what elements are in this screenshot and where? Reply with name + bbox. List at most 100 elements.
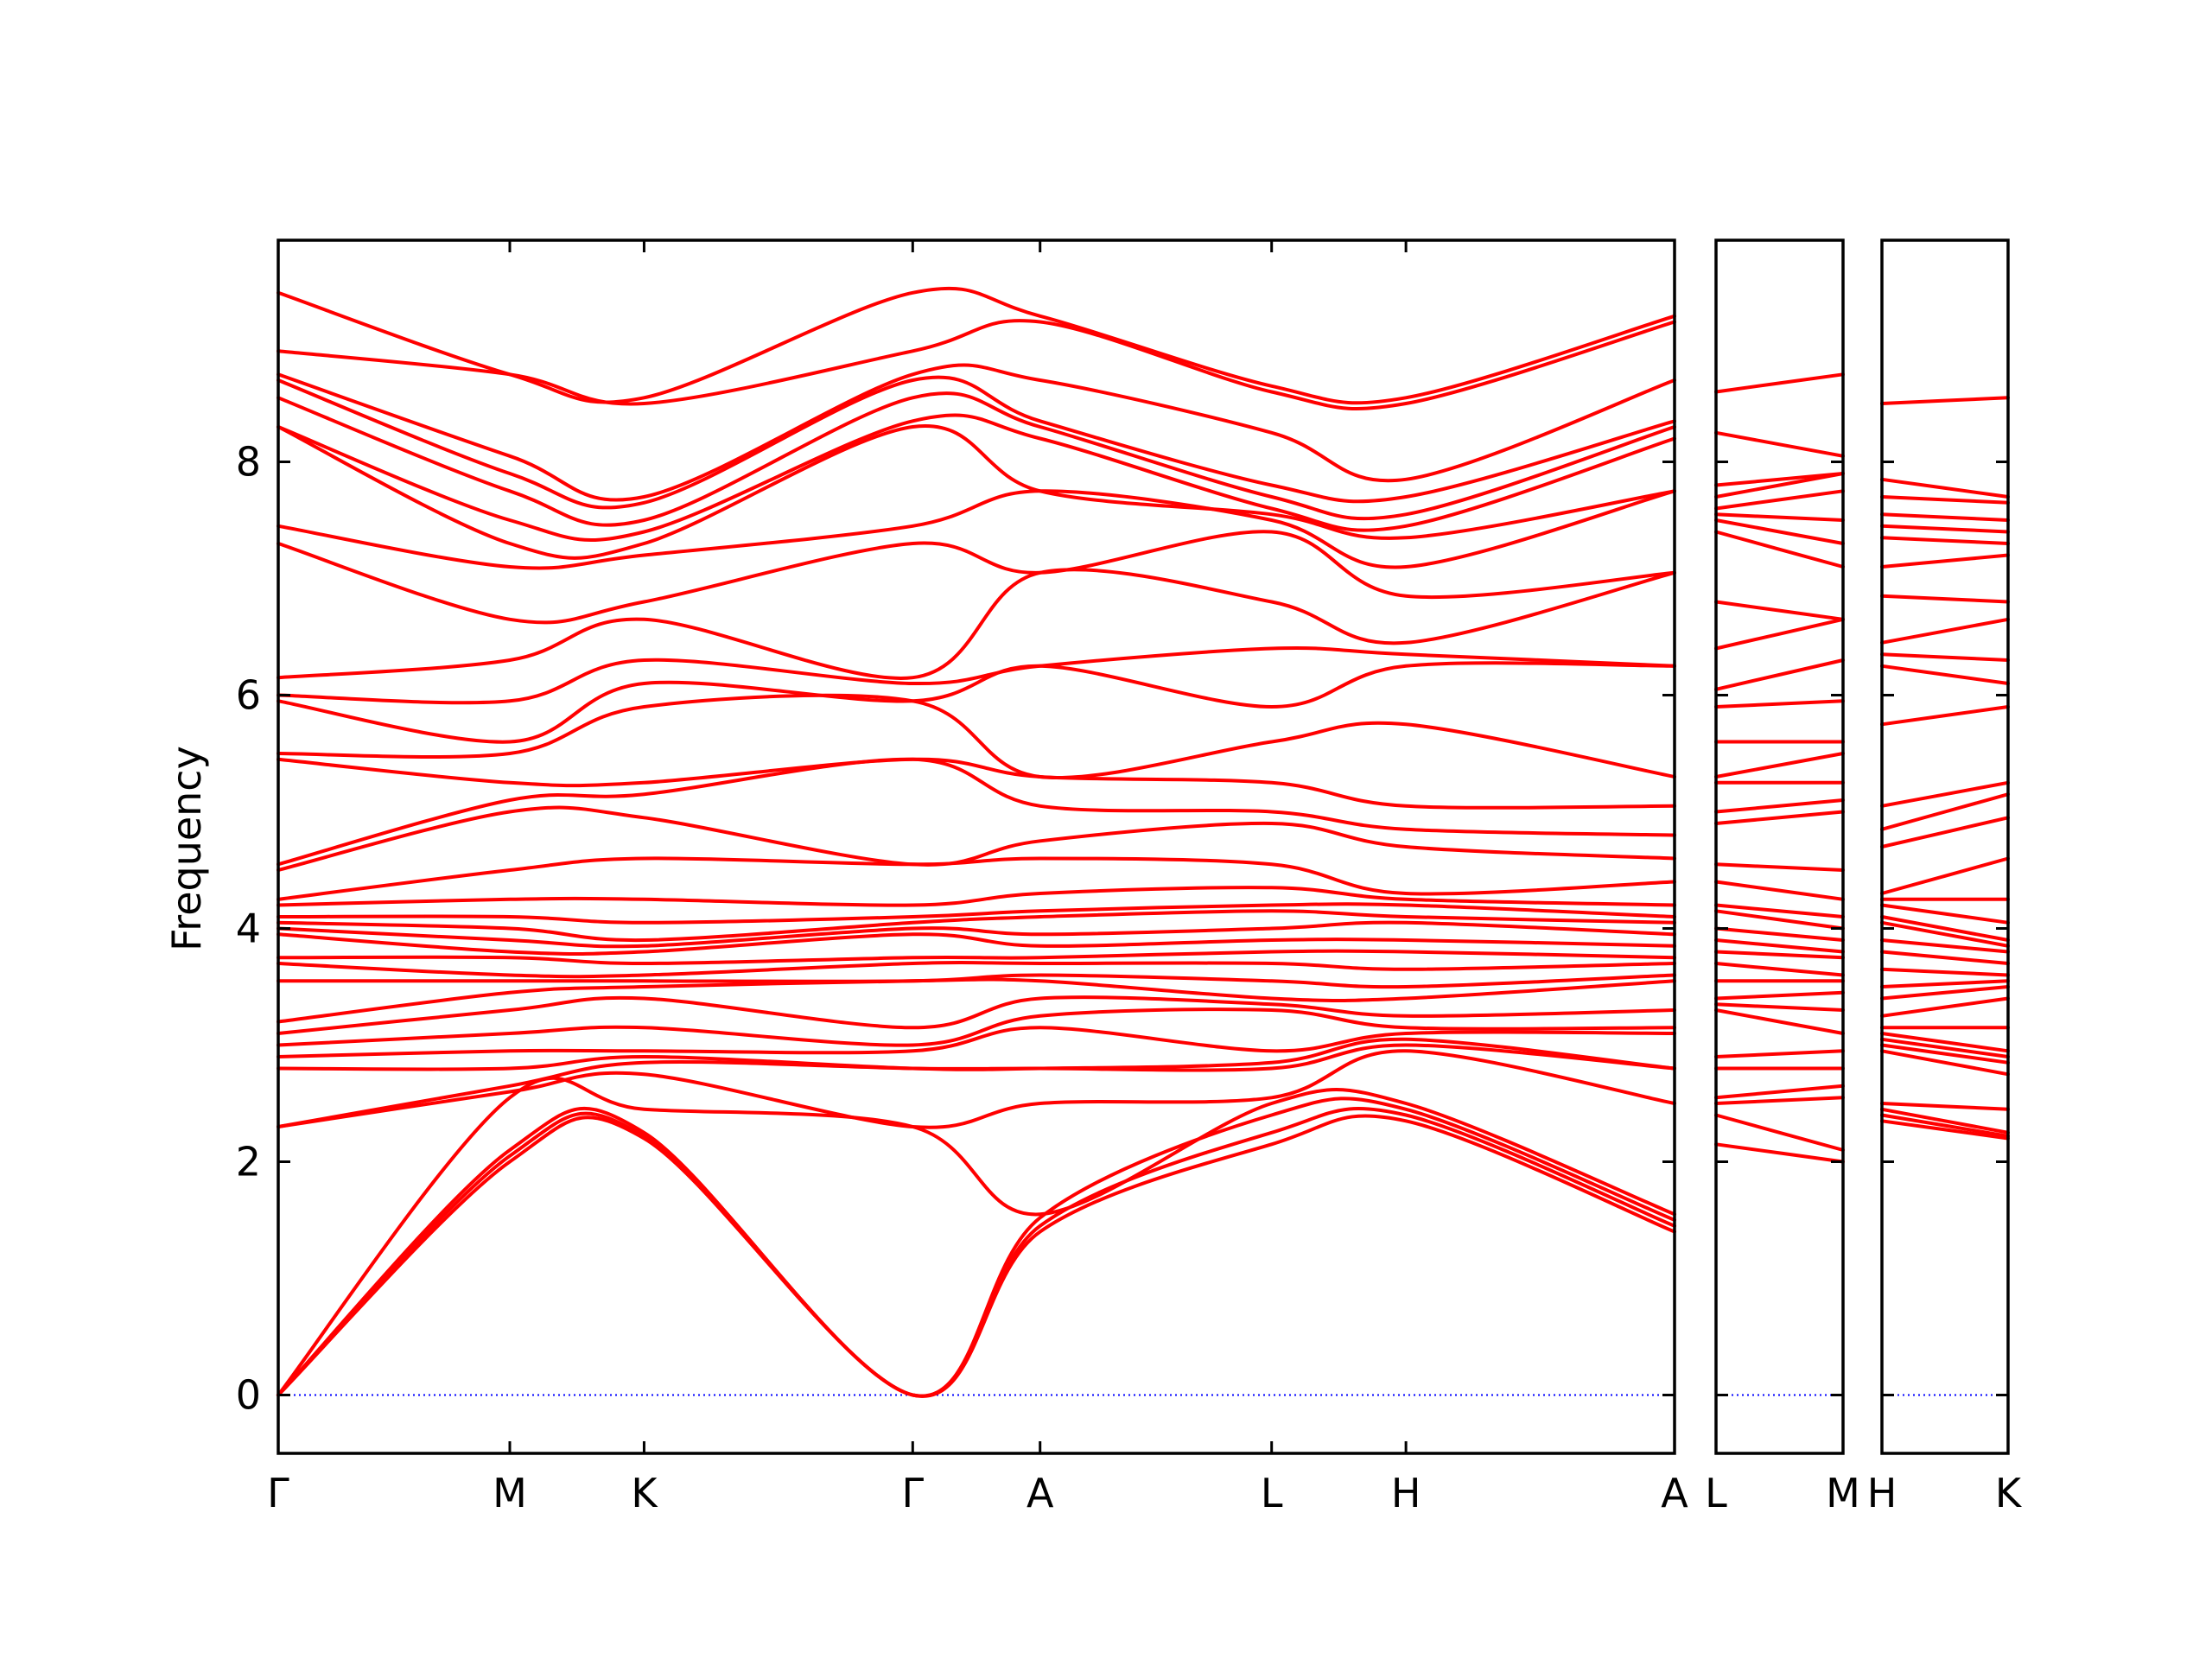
band-line: [1880, 979, 2010, 988]
band-line: [1714, 862, 1845, 872]
band-line: [1880, 950, 2010, 965]
band-line: [276, 920, 1676, 949]
band-line: [1880, 536, 2010, 545]
band-line: [1714, 1096, 1845, 1105]
panel-frame: [1880, 238, 2010, 1455]
band-line: [1714, 617, 1845, 651]
band-line: [1880, 920, 2010, 948]
band-line: [276, 1096, 1676, 1398]
band-line: [1714, 1049, 1845, 1058]
band-line: [1714, 1002, 1845, 1012]
y-tick-label: 0: [236, 1372, 261, 1419]
band-line: [276, 1076, 1676, 1397]
band-line: [276, 1007, 1676, 1047]
band-line: [1880, 553, 2010, 569]
x-tick-label: H: [1867, 1470, 1897, 1516]
band-line: [1714, 909, 1845, 931]
y-axis-label: Frequency: [163, 746, 210, 951]
band-line: [1880, 780, 2010, 808]
band-line: [276, 757, 1676, 867]
band-line: [1880, 594, 2010, 604]
y-tick-label: 2: [236, 1139, 261, 1185]
band-line: [1880, 792, 2010, 831]
band-line: [1880, 967, 2010, 977]
x-tick-label: A: [1027, 1470, 1054, 1516]
band-line: [276, 973, 1676, 989]
band-line: [276, 661, 1676, 744]
band-line: [276, 391, 1676, 527]
band-line: [1714, 798, 1845, 814]
band-line: [276, 856, 1676, 901]
band-line: [1714, 600, 1845, 621]
band-line: [276, 902, 1676, 925]
band-line: [276, 932, 1676, 957]
band-line: [1714, 1084, 1845, 1100]
band-line: [1714, 489, 1845, 511]
band-line: [1714, 990, 1845, 1001]
band-line: [1880, 664, 2010, 685]
band-line: [1880, 1032, 2010, 1053]
band-line: [1880, 985, 2010, 1001]
band-line: [1714, 1008, 1845, 1035]
band-line: [1880, 938, 2010, 954]
band-line: [1880, 396, 2010, 405]
band-line: [1714, 962, 1845, 977]
band-line: [276, 949, 1676, 965]
band-line: [1880, 856, 2010, 895]
band-line: [1880, 495, 2010, 505]
band-line: [276, 413, 1676, 542]
y-tick-label: 6: [236, 672, 261, 719]
band-line: [276, 805, 1676, 872]
band-line: [1714, 512, 1845, 522]
y-tick-label: 8: [236, 439, 261, 486]
band-line: [276, 363, 1676, 502]
band-line: [276, 530, 1676, 625]
x-tick-label: M: [1826, 1470, 1860, 1516]
band-line: [1880, 524, 2010, 534]
x-tick-label: M: [493, 1470, 527, 1516]
band-line: [276, 995, 1676, 1035]
band-line: [276, 1026, 1676, 1058]
band-line: [1714, 658, 1845, 691]
band-line: [276, 886, 1676, 907]
band-line: [1714, 810, 1845, 825]
band-line: [1714, 903, 1845, 918]
band-line: [1714, 530, 1845, 569]
x-tick-label: A: [1661, 1470, 1688, 1516]
band-line: [276, 693, 1676, 779]
band-line: [1714, 950, 1845, 960]
band-line: [276, 909, 1676, 943]
band-line: [276, 757, 1676, 810]
band-line: [1714, 880, 1845, 901]
band-line: [1714, 430, 1845, 458]
band-line: [276, 375, 1676, 510]
band-line: [1714, 472, 1845, 487]
band-line: [276, 977, 1676, 1024]
band-line: [1714, 926, 1845, 942]
band-line: [276, 1049, 1676, 1129]
band-line: [1880, 512, 2010, 522]
band-line: [276, 423, 1676, 560]
band-line: [1880, 996, 2010, 1018]
band-line: [1880, 915, 2010, 942]
band-line: [276, 286, 1676, 405]
band-line: [1880, 1107, 2010, 1135]
band-line: [1714, 938, 1845, 954]
band-line: [1880, 1102, 2010, 1111]
band-line: [1880, 1049, 2010, 1077]
x-tick-label: K: [631, 1470, 658, 1516]
x-tick-label: L: [1705, 1470, 1727, 1516]
panel-1: Γ M K Γ A L H A 0 2 4 6 8: [236, 238, 1688, 1516]
band-line: [276, 489, 1676, 570]
band-line: [1714, 1142, 1845, 1164]
band-line: [1880, 1037, 2010, 1058]
band-line: [1880, 816, 2010, 849]
band-line: [1714, 372, 1845, 394]
band-line: [1880, 652, 2010, 662]
band-line: [1880, 477, 2010, 499]
panel-frame: [1714, 238, 1845, 1455]
x-tick-label: Γ: [901, 1470, 924, 1516]
y-tick-label: 4: [236, 906, 261, 952]
